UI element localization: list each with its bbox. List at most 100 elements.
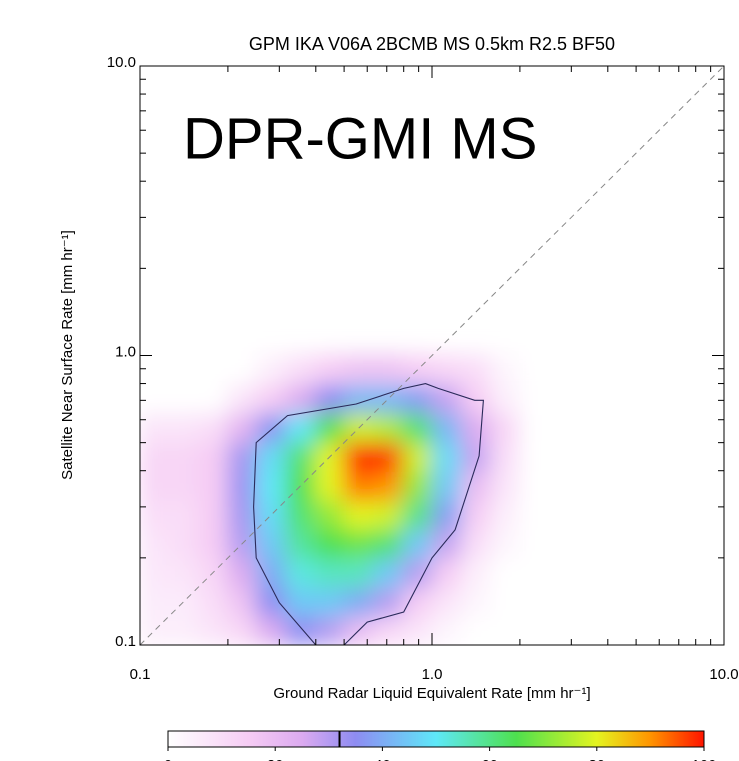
- heat-cell: [314, 355, 345, 386]
- x-tick-label: 10.0: [709, 666, 738, 683]
- heat-cell: [460, 499, 491, 530]
- heat-cell: [285, 557, 316, 588]
- x-axis-label: Ground Radar Liquid Equivalent Rate [mm …: [273, 685, 590, 702]
- heat-cell: [431, 355, 462, 386]
- heat-cell: [373, 412, 404, 443]
- heat-cell: [256, 528, 287, 559]
- heat-cell: [285, 384, 316, 414]
- heat-cell: [168, 441, 199, 472]
- heat-cell: [168, 470, 199, 501]
- heat-cell: [140, 528, 170, 559]
- heat-cell: [197, 412, 229, 443]
- heat-cell: [460, 615, 491, 645]
- y-axis-label: Satellite Near Surface Rate [mm hr⁻¹]: [59, 230, 76, 480]
- heat-cell: [489, 499, 521, 530]
- heat-cell: [373, 586, 404, 617]
- heat-cell: [140, 470, 170, 501]
- heat-cell: [256, 441, 287, 472]
- heat-cell: [314, 499, 345, 530]
- heat-cell: [343, 441, 375, 472]
- heat-cell: [227, 586, 258, 617]
- heat-cell: [460, 355, 491, 386]
- heat-cell: [197, 355, 229, 386]
- heat-cell: [489, 586, 521, 617]
- heat-cell: [168, 412, 199, 443]
- heat-cell: [227, 557, 258, 588]
- heat-cell: [343, 384, 375, 414]
- contour-line: [253, 383, 484, 646]
- colorbar-tick-label: 20: [267, 757, 284, 761]
- heat-cell: [460, 557, 491, 588]
- heat-cell: [402, 412, 433, 443]
- heat-cell: [168, 557, 199, 588]
- heat-cell: [431, 499, 462, 530]
- heat-cell: [314, 412, 345, 443]
- heat-cell: [373, 499, 404, 530]
- heat-cell: [256, 355, 287, 386]
- heat-cell: [519, 528, 550, 559]
- heat-cell: [343, 557, 375, 588]
- heat-cell: [489, 412, 521, 443]
- heat-cell: [431, 528, 462, 559]
- heat-cell: [343, 470, 375, 501]
- heat-cell: [140, 499, 170, 530]
- y-tick-label: 1.0: [115, 343, 136, 360]
- heat-cell: [168, 384, 199, 414]
- heat-cell: [460, 470, 491, 501]
- heat-cell: [227, 615, 258, 645]
- heat-cell: [285, 355, 316, 386]
- heat-cell: [373, 528, 404, 559]
- heat-cell: [197, 586, 229, 617]
- heat-cell: [402, 615, 433, 645]
- heat-cell: [197, 499, 229, 530]
- colorbar-tick-label: 80: [588, 757, 605, 761]
- y-tick-label: 0.1: [115, 633, 136, 650]
- heat-cell: [140, 355, 170, 386]
- heat-cell: [197, 528, 229, 559]
- heat-cell: [402, 499, 433, 530]
- heat-cell: [227, 441, 258, 472]
- heat-cell: [431, 557, 462, 588]
- heat-cell: [256, 586, 287, 617]
- heat-cell: [402, 586, 433, 617]
- heat-cell: [373, 557, 404, 588]
- heat-cell: [343, 528, 375, 559]
- colorbar-tick-label: 100: [691, 757, 716, 761]
- heat-cell: [227, 470, 258, 501]
- annotation: DPR-GMI MS: [183, 106, 537, 171]
- heat-cell: [168, 615, 199, 645]
- heat-cell: [373, 470, 404, 501]
- heat-cell: [519, 586, 550, 617]
- heat-cell: [519, 355, 550, 386]
- heat-cell: [519, 412, 550, 443]
- heat-cell: [519, 557, 550, 588]
- heat-cell: [519, 615, 550, 645]
- x-tick-label: 0.1: [130, 666, 151, 683]
- heat-cell: [314, 586, 345, 617]
- heat-cell: [140, 557, 170, 588]
- heat-cell: [402, 384, 433, 414]
- heat-cell: [285, 615, 316, 645]
- heat-cell: [431, 586, 462, 617]
- heat-cell: [140, 412, 170, 443]
- heat-cell: [343, 355, 375, 386]
- heat-cell: [168, 528, 199, 559]
- heat-cell: [285, 528, 316, 559]
- heat-cell: [256, 470, 287, 501]
- heat-cell: [197, 470, 229, 501]
- heat-cell: [197, 384, 229, 414]
- heat-cell: [431, 441, 462, 472]
- heat-cell: [285, 499, 316, 530]
- heat-cell: [314, 384, 345, 414]
- heat-cell: [140, 586, 170, 617]
- heat-cell: [168, 499, 199, 530]
- heat-cell: [314, 528, 345, 559]
- heat-cell: [285, 586, 316, 617]
- heat-cell: [227, 355, 258, 386]
- heat-cell: [431, 384, 462, 414]
- heat-cell: [489, 355, 521, 386]
- heat-cell: [402, 470, 433, 501]
- heat-cell: [256, 615, 287, 645]
- heat-cell: [140, 441, 170, 472]
